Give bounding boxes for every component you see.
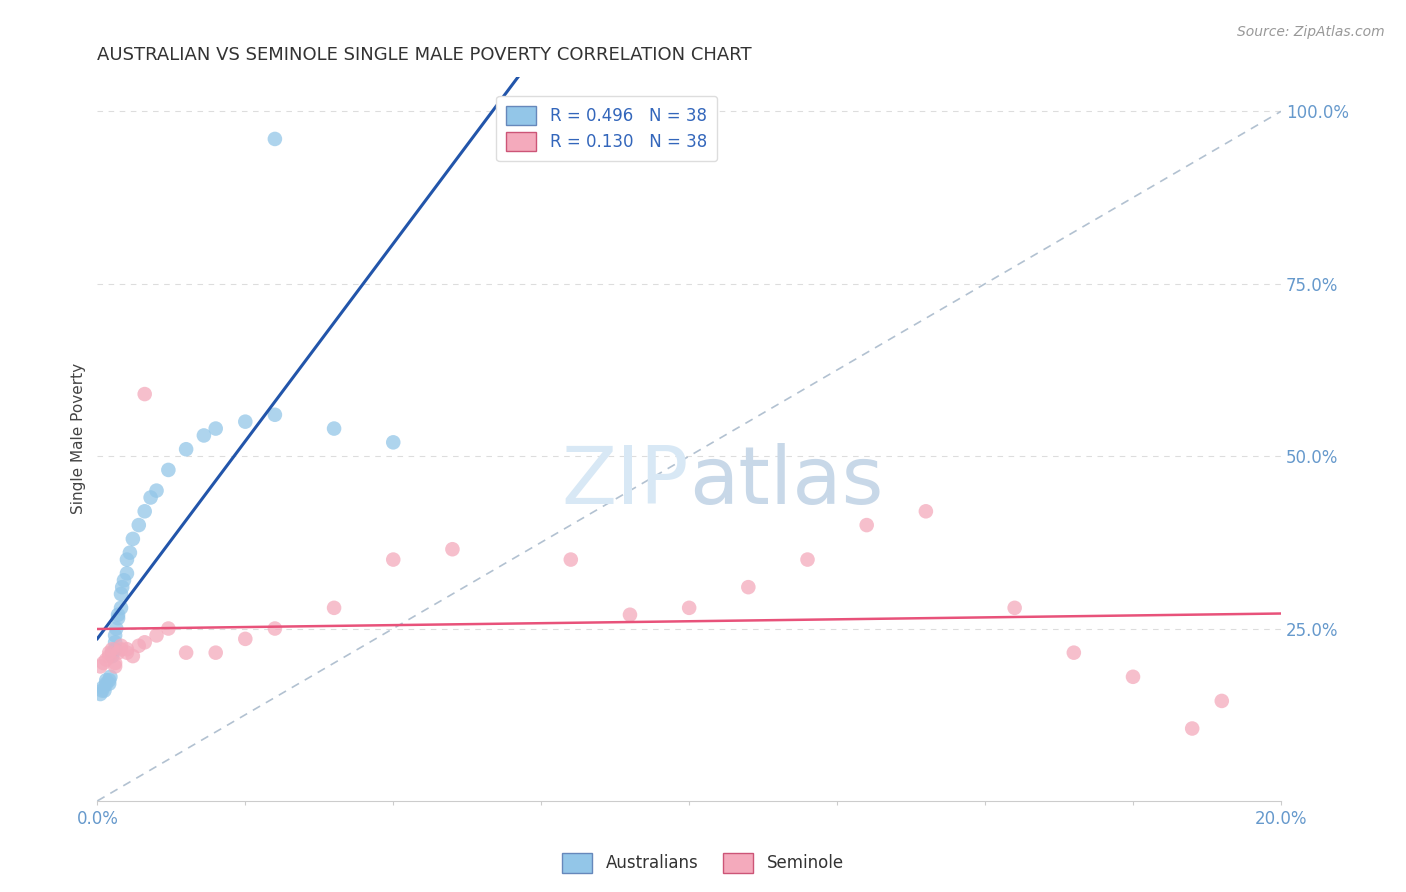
Point: [204, 421, 226, 435]
Point: [128, 518, 150, 533]
Point: [101, 646, 124, 660]
Point: [89, 659, 111, 673]
Point: [174, 646, 197, 660]
Point: [121, 649, 143, 664]
Point: [1181, 722, 1204, 736]
Point: [855, 518, 877, 533]
Point: [441, 542, 464, 557]
Point: [118, 546, 141, 560]
Point: [110, 639, 132, 653]
Point: [104, 659, 127, 673]
Point: [1122, 670, 1144, 684]
Point: [1004, 600, 1026, 615]
Point: [111, 580, 134, 594]
Point: [105, 622, 128, 636]
Point: [264, 408, 287, 422]
Point: [560, 552, 582, 566]
Legend: Australians, Seminole: Australians, Seminole: [555, 847, 851, 880]
Text: atlas: atlas: [689, 443, 883, 521]
Point: [1063, 646, 1085, 660]
Text: AUSTRALIAN VS SEMINOLE SINGLE MALE POVERTY CORRELATION CHART: AUSTRALIAN VS SEMINOLE SINGLE MALE POVER…: [97, 46, 752, 64]
Point: [157, 463, 180, 477]
Legend: R = 0.496   N = 38, R = 0.130   N = 38: R = 0.496 N = 38, R = 0.130 N = 38: [496, 96, 717, 161]
Point: [128, 639, 150, 653]
Point: [233, 632, 256, 646]
Point: [110, 600, 132, 615]
Point: [104, 628, 127, 642]
Point: [98, 676, 121, 690]
Point: [134, 387, 156, 401]
Point: [264, 622, 287, 636]
Point: [382, 435, 405, 450]
Point: [134, 635, 156, 649]
Text: ZIP: ZIP: [562, 443, 689, 521]
Point: [107, 646, 129, 660]
Point: [796, 552, 818, 566]
Point: [382, 552, 405, 566]
Y-axis label: Single Male Poverty: Single Male Poverty: [72, 363, 86, 515]
Point: [101, 649, 124, 664]
Point: [96, 673, 118, 688]
Point: [110, 587, 132, 601]
Point: [678, 600, 700, 615]
Point: [110, 642, 132, 657]
Point: [98, 673, 121, 688]
Point: [115, 642, 138, 657]
Point: [115, 566, 138, 581]
Point: [323, 600, 346, 615]
Point: [157, 622, 180, 636]
Point: [1211, 694, 1233, 708]
Point: [96, 676, 118, 690]
Point: [115, 646, 138, 660]
Point: [204, 646, 226, 660]
Point: [134, 504, 156, 518]
Point: [112, 574, 135, 588]
Point: [915, 504, 938, 518]
Point: [104, 656, 127, 670]
Point: [174, 442, 197, 457]
Point: [89, 687, 111, 701]
Point: [98, 649, 121, 664]
Text: Source: ZipAtlas.com: Source: ZipAtlas.com: [1237, 25, 1385, 39]
Point: [107, 611, 129, 625]
Point: [91, 680, 114, 694]
Point: [91, 656, 114, 670]
Point: [264, 132, 287, 146]
Point: [91, 683, 114, 698]
Point: [619, 607, 641, 622]
Point: [145, 483, 167, 498]
Point: [323, 421, 346, 435]
Point: [101, 642, 124, 657]
Point: [98, 670, 121, 684]
Point: [115, 552, 138, 566]
Point: [139, 491, 162, 505]
Point: [121, 532, 143, 546]
Point: [737, 580, 759, 594]
Point: [107, 607, 129, 622]
Point: [233, 415, 256, 429]
Point: [96, 652, 118, 666]
Point: [93, 683, 115, 698]
Point: [104, 642, 127, 657]
Point: [145, 628, 167, 642]
Point: [193, 428, 215, 442]
Point: [104, 635, 127, 649]
Point: [98, 646, 121, 660]
